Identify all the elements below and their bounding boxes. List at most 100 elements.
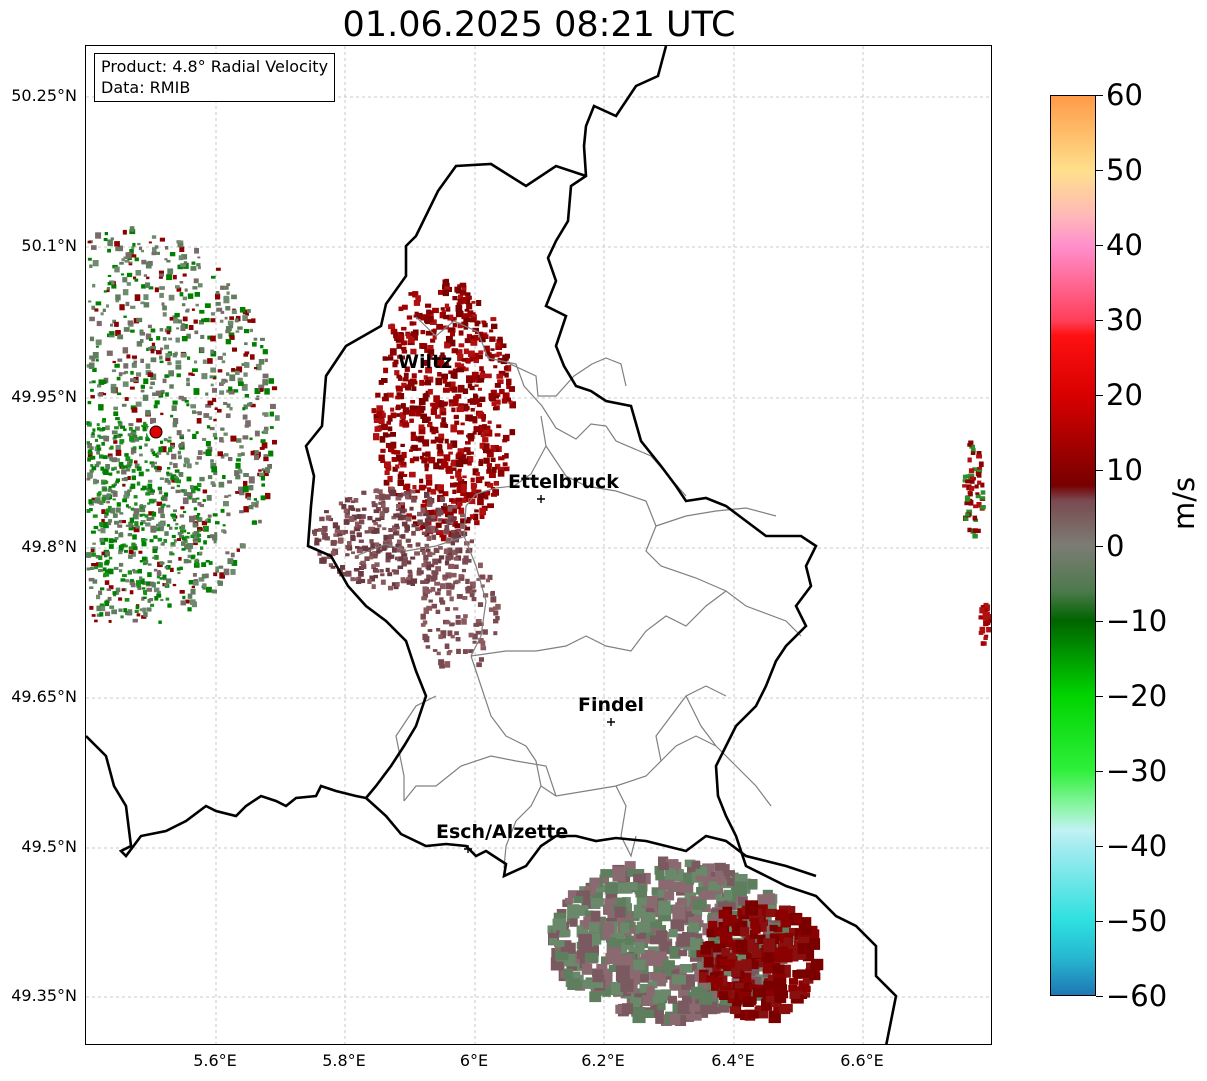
echo-pixel [186, 382, 190, 387]
echo-pixel [104, 511, 109, 516]
echo-pixel [445, 512, 450, 518]
echo-pixel [412, 380, 417, 383]
echo-pixel [610, 981, 623, 995]
echo-pixel [135, 270, 142, 276]
echo-pixel [420, 507, 426, 513]
echo-pixel [431, 329, 437, 335]
echo-pixel [100, 606, 106, 612]
echo-pixel [125, 301, 130, 307]
echo-pixel [470, 408, 475, 412]
echo-pixel [435, 414, 440, 419]
echo-pixel [437, 484, 444, 492]
echo-pixel [463, 555, 469, 560]
echo-pixel [235, 474, 241, 480]
echo-pixel [141, 596, 145, 601]
echo-pixel [485, 373, 492, 379]
echo-pixel [100, 587, 105, 591]
echo-pixel [398, 471, 405, 476]
echo-pixel [90, 395, 95, 399]
echo-pixel [695, 866, 708, 878]
echo-pixel [506, 384, 511, 389]
echo-pixel [656, 930, 667, 942]
echo-pixel [733, 994, 743, 1005]
echo-pixel [118, 433, 123, 437]
echo-pixel [237, 468, 242, 472]
colorbar-tick [1096, 996, 1103, 997]
echo-pixel [167, 467, 171, 470]
echo-pixel [122, 229, 127, 235]
echo-pixel [411, 515, 417, 520]
echo-pixel [373, 527, 380, 534]
echo-pixel [684, 892, 697, 905]
echo-pixel [447, 547, 453, 553]
echo-pixel [227, 558, 234, 565]
echo-pixel [153, 461, 157, 465]
echo-pixel [262, 373, 269, 379]
echo-pixel [581, 897, 593, 909]
echo-pixel [444, 286, 450, 291]
lat-label: 50.1°N [21, 236, 77, 255]
echo-pixel [250, 450, 255, 456]
echo-pixel [796, 969, 810, 978]
echo-pixel [90, 455, 96, 460]
echo-pixel [395, 464, 400, 469]
map-panel[interactable]: Product: 4.8° Radial Velocity Data: RMIB… [85, 45, 992, 1045]
echo-pixel [416, 436, 422, 442]
echo-pixel [712, 943, 726, 953]
echo-pixel [122, 347, 129, 354]
echo-pixel [373, 413, 380, 420]
echo-pixel [437, 449, 444, 454]
colorbar-tick [1096, 620, 1103, 622]
echo-pixel [115, 246, 122, 252]
echo-pixel [166, 504, 171, 508]
city-label-esch-alzette: Esch/Alzette [436, 821, 569, 843]
echo-pixel [487, 482, 494, 488]
echo-pixel [230, 569, 236, 575]
echo-pixel [380, 459, 386, 463]
echo-pixel [672, 881, 686, 892]
echo-pixel [103, 537, 108, 542]
echo-pixel [141, 259, 147, 265]
echo-pixel [165, 353, 171, 359]
echo-pixel [255, 397, 260, 401]
echo-pixel [177, 243, 184, 248]
echo-pixel [123, 608, 128, 613]
echo-pixel [492, 489, 499, 496]
echo-pixel [181, 548, 186, 551]
echo-pixel [680, 881, 694, 893]
echo-pixel [769, 1010, 780, 1020]
echo-pixel [439, 534, 444, 538]
echo-pixel [457, 322, 463, 329]
echo-pixel [393, 331, 399, 339]
echo-pixel [395, 406, 400, 411]
echo-pixel [453, 532, 458, 538]
echo-pixel [225, 326, 232, 332]
echo-pixel [748, 1010, 759, 1019]
echo-pixel [213, 572, 218, 577]
echo-pixel [158, 446, 164, 452]
echo-pixel [211, 466, 217, 473]
echo-pixel [475, 630, 481, 635]
echo-pixel [162, 378, 167, 384]
echo-pixel [217, 580, 223, 586]
echo-pixel [142, 485, 147, 490]
echo-pixel [187, 429, 191, 432]
echo-pixel [351, 551, 355, 555]
radar-map [86, 46, 991, 1044]
echo-pixel [396, 343, 402, 349]
echo-pixel [392, 547, 397, 553]
echo-pixel [450, 622, 455, 626]
echo-pixel [972, 467, 978, 472]
echo-pixel [152, 556, 156, 559]
echo-pixel [154, 555, 159, 560]
echo-pixel [108, 519, 113, 523]
echo-pixel [104, 580, 110, 585]
echo-pixel [458, 574, 465, 581]
echo-pixel [260, 475, 265, 481]
echo-pixel [86, 441, 91, 445]
echo-pixel [555, 949, 569, 961]
echo-pixel [226, 403, 231, 408]
echo-pixel [125, 611, 129, 616]
echo-pixel [154, 287, 159, 293]
echo-pixel [477, 498, 484, 506]
